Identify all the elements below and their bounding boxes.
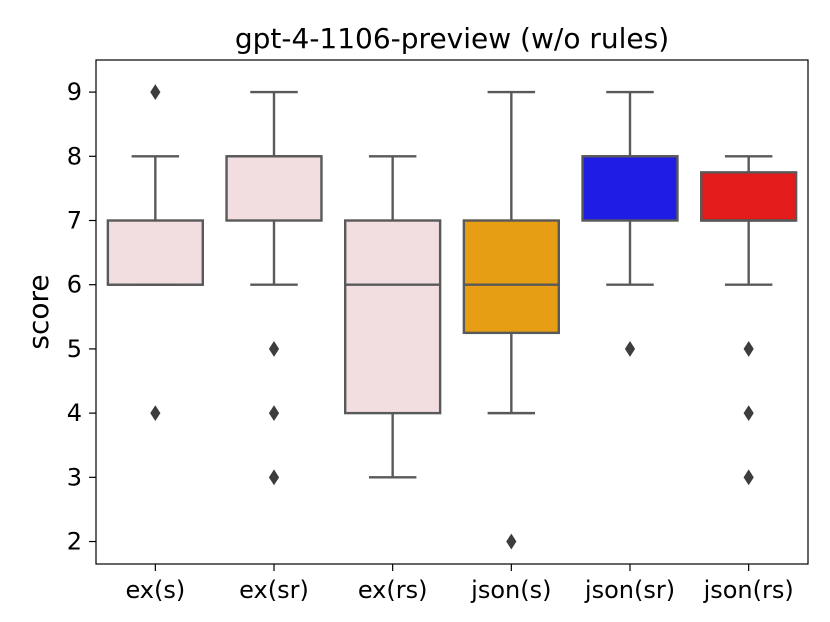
x-tick-label: ex(sr) <box>239 576 309 604</box>
outlier-point-ex-sr <box>268 469 280 486</box>
y-tick-label: 3 <box>67 463 82 491</box>
outlier-point-ex-s <box>150 405 161 422</box>
box-json-sr <box>581 155 679 222</box>
y-tick-label: 6 <box>67 271 82 299</box>
box-ex-rs <box>344 219 442 415</box>
y-tick-label: 2 <box>67 528 82 556</box>
plot-area: 2 3 4 5 6 7 8 9 ex(s) ex(sr) ex(rs) json(s) json(sr)… <box>67 78 798 604</box>
outlier-point-json-rs <box>743 469 754 486</box>
x-tick-label: json(rs) <box>703 576 794 604</box>
outlier-point-ex-sr <box>268 340 280 357</box>
x-tick-label: json(s) <box>470 576 551 604</box>
outlier-point-json-sr <box>624 340 636 357</box>
box-json-rs <box>700 171 798 222</box>
box-ex-sr <box>225 155 323 222</box>
outlier-point-ex-sr <box>268 405 280 422</box>
y-axis-label: score <box>22 274 55 349</box>
y-tick-label: 9 <box>67 78 82 106</box>
outlier-point-json-rs <box>743 405 754 422</box>
outlier-point-json-rs <box>743 340 754 357</box>
box-ex-s <box>106 219 205 286</box>
chart-title: gpt-4-1106-preview (w/o rules) <box>235 22 669 55</box>
y-tick-label: 7 <box>67 207 82 235</box>
x-tick-label: ex(rs) <box>358 576 428 604</box>
box-json-s <box>462 219 561 335</box>
x-tick-label: ex(s) <box>125 576 185 604</box>
y-tick-label: 4 <box>67 399 82 427</box>
outlier-point-ex-s <box>150 84 161 101</box>
plot-frame <box>95 59 809 565</box>
x-tick-label: json(sr) <box>584 576 675 604</box>
y-tick-label: 8 <box>67 142 82 170</box>
y-tick-label: 5 <box>67 335 82 363</box>
outlier-point-json-s <box>506 533 517 550</box>
